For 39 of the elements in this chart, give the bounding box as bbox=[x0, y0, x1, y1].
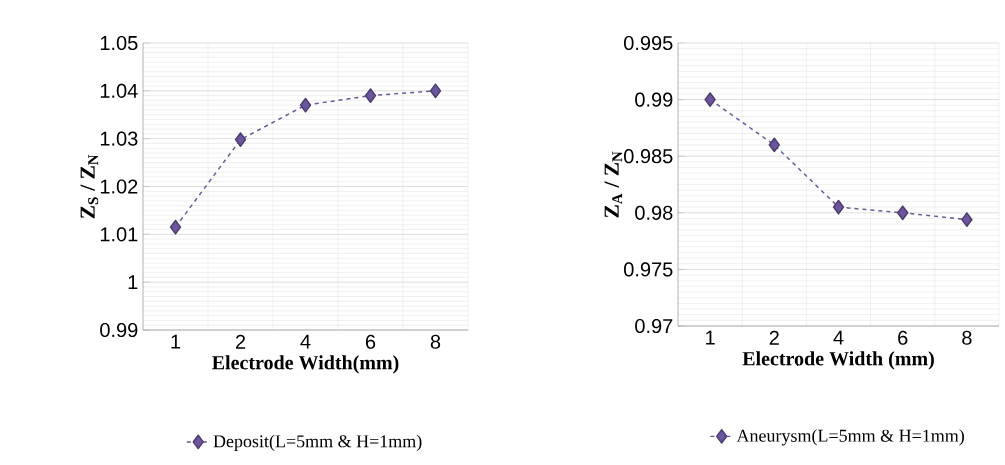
x-tick-label: 1 bbox=[706, 330, 715, 345]
x-tick-label: 2 bbox=[235, 334, 246, 349]
legend-label: Deposit(L=5mm & H=1mm) bbox=[213, 434, 422, 451]
point bbox=[364, 88, 377, 104]
point bbox=[169, 219, 182, 235]
y-tick-label: 0.97 bbox=[635, 318, 673, 334]
y-tick-label: 1.04 bbox=[100, 83, 138, 98]
y-axis-title: Z$_{A}$ / Z$_{N}$ bbox=[604, 151, 623, 218]
y-tick-label: 1.01 bbox=[100, 227, 138, 242]
point bbox=[234, 132, 247, 148]
point bbox=[299, 97, 312, 113]
x-tick-label: 2 bbox=[769, 330, 779, 345]
y-axis-title: Z$_{S}$ / Z$_{N}$ bbox=[80, 154, 99, 219]
y-tick-label: 1.03 bbox=[100, 131, 138, 146]
point bbox=[704, 92, 716, 108]
x-tick-label: 4 bbox=[300, 334, 311, 349]
y-tick-label: 0.99 bbox=[635, 92, 673, 107]
x-tick-label: 1 bbox=[171, 334, 181, 349]
x-axis-title: Electrode Width(mm) bbox=[212, 355, 399, 374]
point bbox=[961, 212, 973, 227]
point bbox=[768, 137, 781, 153]
y-tick-label: 0.99 bbox=[100, 322, 138, 338]
y-tick-label: 0.975 bbox=[624, 262, 673, 277]
y-tick-label: 0.98 bbox=[635, 205, 673, 220]
legend-label: Aneurysm(L=5mm & H=1mm) bbox=[736, 429, 964, 446]
y-tick-label: 1 bbox=[128, 275, 138, 290]
point bbox=[896, 205, 909, 221]
y-tick-label: 0.985 bbox=[624, 149, 673, 164]
x-tick-label: 8 bbox=[962, 330, 972, 345]
x-axis-title: Electrode Width (mm) bbox=[742, 351, 934, 370]
x-tick-label: 8 bbox=[430, 334, 441, 349]
y-tick-label: 1.05 bbox=[100, 35, 138, 51]
x-tick-label: 6 bbox=[898, 330, 908, 345]
y-tick-label: 0.995 bbox=[624, 35, 673, 51]
x-tick-label: 4 bbox=[833, 330, 844, 345]
y-tick-label: 1.02 bbox=[100, 179, 138, 194]
point bbox=[832, 199, 845, 215]
x-tick-label: 6 bbox=[365, 334, 376, 349]
point bbox=[429, 83, 442, 99]
